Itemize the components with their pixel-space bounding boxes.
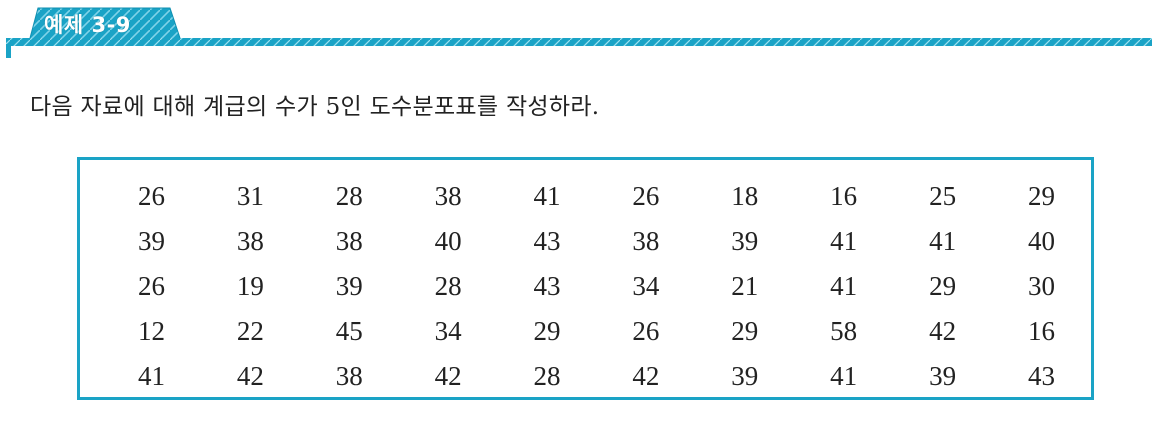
table-cell: 38 — [434, 181, 462, 211]
data-table: 26 31 28 38 41 26 18 16 25 29 39 38 38 40 43 38 39 41 41 40… — [102, 174, 1091, 399]
data-box: 26 31 28 38 41 26 18 16 25 29 39 38 38 40 43 38 39 41 41 40… — [77, 157, 1094, 400]
table-cell: 42 — [929, 316, 957, 346]
table-cell: 40 — [1028, 226, 1055, 256]
table-cell: 26 — [632, 316, 660, 346]
table-cell: 39 — [731, 361, 759, 391]
table-cell: 12 — [137, 316, 165, 346]
table-cell: 29 — [1028, 181, 1055, 211]
table-cell: 41 — [533, 181, 561, 211]
table-cell: 39 — [137, 226, 165, 256]
table-cell: 41 — [137, 361, 165, 391]
problem-statement: 다음 자료에 대해 계급의 수가 5인 도수분포표를 작성하라. — [30, 94, 600, 120]
table-cell: 26 — [632, 181, 660, 211]
table-cell: 40 — [434, 226, 462, 256]
table-cell: 38 — [335, 361, 363, 391]
table-cell: 38 — [236, 226, 264, 256]
table-cell: 58 — [830, 316, 858, 346]
table-cell: 28 — [434, 271, 462, 301]
table-cell: 38 — [335, 226, 363, 256]
table-cell: 16 — [1028, 316, 1055, 346]
table-cell: 22 — [236, 316, 264, 346]
table-cell: 31 — [236, 181, 264, 211]
table-cell: 21 — [731, 271, 759, 301]
table-cell: 42 — [632, 361, 660, 391]
table-cell: 29 — [929, 271, 957, 301]
table-cell: 45 — [335, 316, 363, 346]
table-cell: 41 — [830, 226, 858, 256]
table-cell: 18 — [731, 181, 759, 211]
example-number-label: 예제 3-9 — [44, 13, 131, 37]
table-cell: 19 — [236, 271, 264, 301]
table-cell: 34 — [434, 316, 462, 346]
table-cell: 30 — [1028, 271, 1055, 301]
table-cell: 26 — [137, 181, 165, 211]
table-cell: 28 — [533, 361, 561, 391]
table-cell: 38 — [632, 226, 660, 256]
table-row: 26 31 28 38 41 26 18 16 25 29 — [102, 174, 1091, 219]
table-cell: 26 — [137, 271, 165, 301]
table-cell: 29 — [731, 316, 759, 346]
table-cell: 43 — [533, 226, 561, 256]
table-cell: 41 — [830, 271, 858, 301]
table-cell: 42 — [434, 361, 462, 391]
table-row: 12 22 45 34 29 26 29 58 42 16 — [102, 309, 1091, 354]
table-cell: 42 — [236, 361, 264, 391]
table-cell: 41 — [929, 226, 957, 256]
table-cell: 39 — [335, 271, 363, 301]
table-cell: 16 — [830, 181, 858, 211]
table-cell: 34 — [632, 271, 660, 301]
header-decoration — [6, 7, 1152, 58]
table-cell: 43 — [1028, 361, 1055, 391]
table-cell: 39 — [929, 361, 957, 391]
table-cell: 28 — [335, 181, 363, 211]
table-row: 39 38 38 40 43 38 39 41 41 40 — [102, 219, 1091, 264]
table-cell: 39 — [731, 226, 759, 256]
table-cell: 43 — [533, 271, 561, 301]
table-cell: 41 — [830, 361, 858, 391]
example-header: 예제 3-9 — [0, 0, 1152, 60]
table-row: 41 42 38 42 28 42 39 41 39 43 — [102, 354, 1091, 399]
table-cell: 25 — [929, 181, 957, 211]
table-row: 26 19 39 28 43 34 21 41 29 30 — [102, 264, 1091, 309]
table-cell: 29 — [533, 316, 561, 346]
